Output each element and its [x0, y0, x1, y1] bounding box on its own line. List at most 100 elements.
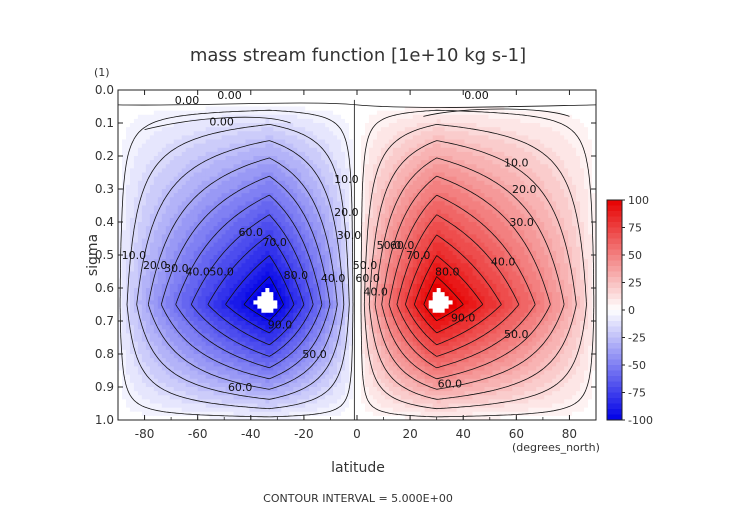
field-cell: [221, 172, 227, 178]
field-cell: [237, 98, 243, 103]
field-cell: [173, 127, 179, 132]
field-cell: [253, 209, 259, 215]
field-cell: [165, 151, 171, 157]
field-cell: [157, 312, 163, 318]
field-cell: [229, 345, 235, 351]
field-cell: [205, 374, 211, 380]
field-cell: [289, 222, 294, 227]
field-cell: [249, 415, 255, 420]
field-cell: [357, 337, 362, 343]
field-cell: [121, 193, 127, 198]
field-cell: [285, 197, 290, 202]
field-cell: [285, 349, 290, 355]
field-cell: [297, 114, 302, 120]
field-cell: [213, 407, 219, 413]
field-cell: [145, 143, 151, 149]
field-cell: [149, 366, 155, 372]
field-cell: [221, 222, 227, 227]
field-cell: [145, 213, 151, 219]
field-cell: [165, 226, 171, 231]
field-cell: [189, 263, 195, 268]
field-cell: [121, 213, 127, 219]
field-cell: [118, 226, 123, 231]
field-cell: [201, 234, 207, 240]
field-cell: [329, 197, 334, 202]
field-cell: [241, 362, 247, 367]
field-cell: [257, 341, 262, 347]
field-cell: [273, 259, 278, 264]
field-cell: [341, 246, 346, 252]
field-cell: [141, 288, 147, 293]
field-cell: [317, 366, 322, 372]
field-cell: [169, 337, 175, 343]
field-cell: [253, 374, 259, 380]
field-cell: [229, 230, 235, 235]
field-cell: [137, 267, 143, 273]
field-cell: [165, 250, 171, 256]
field-cell: [285, 275, 290, 281]
field-cell: [293, 98, 298, 103]
field-cell: [129, 98, 135, 103]
field-cell: [173, 172, 179, 178]
field-cell: [121, 184, 127, 190]
field-cell: [137, 131, 143, 136]
field-cell: [301, 160, 306, 165]
field-cell: [141, 217, 147, 223]
field-cell: [329, 94, 334, 99]
field-cell: [273, 147, 278, 153]
field-cell: [133, 164, 139, 169]
field-cell: [193, 151, 199, 157]
field-cell: [253, 147, 259, 153]
field-cell: [121, 217, 127, 223]
field-cell: [149, 275, 155, 281]
field-cell: [337, 106, 342, 112]
field-cell: [269, 415, 274, 420]
field-cell: [233, 374, 239, 380]
field-cell: [289, 378, 294, 384]
field-cell: [321, 333, 326, 339]
field-cell: [273, 209, 278, 215]
field-cell: [245, 230, 251, 235]
field-cell: [317, 217, 322, 223]
field-cell: [177, 366, 183, 372]
field-cell: [325, 300, 330, 306]
field-cell: [141, 300, 147, 306]
field-cell: [345, 193, 350, 198]
field-cell: [197, 172, 203, 178]
field-cell: [341, 279, 346, 285]
field-cell: [265, 222, 270, 227]
field-cell: [329, 292, 334, 297]
field-cell: [189, 213, 195, 219]
field-cell: [229, 222, 235, 227]
field-cell: [137, 292, 143, 297]
field-cell: [185, 156, 191, 161]
field-cell: [225, 411, 231, 417]
field-cell: [121, 127, 127, 132]
field-cell: [305, 341, 310, 347]
field-cell: [249, 193, 255, 198]
field-cell: [289, 300, 294, 306]
field-cell: [157, 139, 163, 145]
field-cell: [217, 209, 223, 215]
field-cell: [313, 246, 318, 252]
field-cell: [141, 160, 147, 165]
field-cell: [197, 300, 203, 306]
field-cell: [257, 399, 262, 405]
field-cell: [357, 296, 362, 301]
field-cell: [357, 304, 362, 310]
field-cell: [281, 283, 286, 289]
field-cell: [118, 341, 123, 347]
field-cell: [245, 110, 251, 116]
field-cell: [321, 329, 326, 334]
field-cell: [181, 337, 187, 343]
field-cell: [165, 378, 171, 384]
field-cell: [317, 222, 322, 227]
field-cell: [253, 382, 259, 388]
field-cell: [213, 147, 219, 153]
field-cell: [309, 395, 314, 400]
field-cell: [337, 407, 342, 413]
field-cell: [325, 246, 330, 252]
field-cell: [313, 308, 318, 314]
field-cell: [185, 131, 191, 136]
field-cell: [137, 246, 143, 252]
